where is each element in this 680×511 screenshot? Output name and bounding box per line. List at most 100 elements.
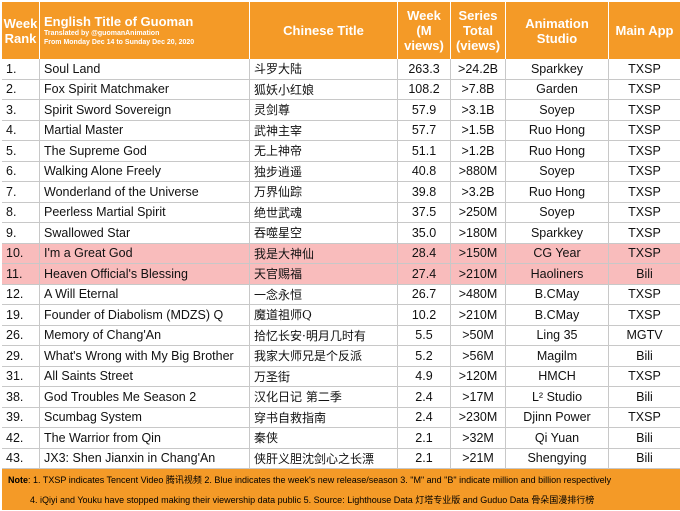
table-row: 7. Wonderland of the Universe 万界仙踪 39.8 >3.2… xyxy=(2,182,680,203)
cell-english-title: All Saints Street xyxy=(40,366,250,386)
table-row: 4. Martial Master 武神主宰 57.7 >1.5B Ruo Hong TXS… xyxy=(2,120,680,141)
cell-main-app: Bili xyxy=(636,389,653,404)
cell-english-title: Heaven Official's Blessing xyxy=(40,264,250,284)
cell-main-app: TXSP xyxy=(628,61,661,76)
table-row: 43. JX3: Shen Jianxin in Chang'An 侠肝义胆沈剑心之… xyxy=(2,448,680,469)
header-app: Main App xyxy=(615,23,674,38)
cell-series-total: >17M xyxy=(451,387,506,407)
cell-series-total: >120M xyxy=(451,366,506,386)
footnotes: Note: 1. TXSP indicates Tencent Video 腾讯… xyxy=(2,469,680,510)
cell-week-views: 5.2 xyxy=(398,346,451,366)
cell-series-total: >880M xyxy=(451,161,506,181)
cell-rank: 2. xyxy=(2,79,40,99)
cell-main-app: TXSP xyxy=(628,369,661,384)
cell-rank: 39. xyxy=(2,407,40,427)
cell-main-app: TXSP xyxy=(628,246,661,261)
cell-chinese-title: 绝世武魂 xyxy=(250,202,398,222)
cell-chinese-title: 万圣街 xyxy=(250,366,398,386)
cell-main-app: TXSP xyxy=(628,102,661,117)
cell-studio: Ruo Hong xyxy=(506,120,609,140)
cell-main-app: TXSP xyxy=(628,82,661,97)
cell-rank: 10. xyxy=(2,243,40,263)
cell-series-total: >180M xyxy=(451,223,506,243)
cell-studio: B.CMay xyxy=(506,305,609,325)
cell-studio: Djinn Power xyxy=(506,407,609,427)
cell-english-title: The Warrior from Qin xyxy=(40,428,250,448)
footnote-line-1: Note: 1. TXSP indicates Tencent Video 腾讯… xyxy=(8,474,611,486)
cell-week-views: 51.1 xyxy=(398,141,451,161)
cell-main-app: TXSP xyxy=(628,143,661,158)
cell-week-views: 35.0 xyxy=(398,223,451,243)
cell-rank: 3. xyxy=(2,100,40,120)
header-week: Week (M views) xyxy=(398,2,451,59)
cell-chinese-title: 灵剑尊 xyxy=(250,100,398,120)
cell-rank: 26. xyxy=(2,325,40,345)
cell-series-total: >210M xyxy=(451,305,506,325)
cell-main-app: TXSP xyxy=(628,205,661,220)
header-english: English Title of Guoman Translated by @g… xyxy=(40,2,250,59)
cell-series-total: >250M xyxy=(451,202,506,222)
cell-chinese-title: 无上神帝 xyxy=(250,141,398,161)
cell-english-title: Scumbag System xyxy=(40,407,250,427)
header-credit-translator: Translated by @guomanAnimation xyxy=(44,30,160,37)
cell-english-title: Martial Master xyxy=(40,120,250,140)
cell-studio: Ruo Hong xyxy=(506,141,609,161)
cell-studio: Ling 35 xyxy=(506,325,609,345)
cell-series-total: >3.1B xyxy=(451,100,506,120)
table-row: 29. What's Wrong with My Big Brother 我家大师兄… xyxy=(2,346,680,367)
cell-week-views: 40.8 xyxy=(398,161,451,181)
cell-chinese-title: 斗罗大陆 xyxy=(250,59,398,79)
cell-chinese-title: 侠肝义胆沈剑心之长漂 xyxy=(250,448,398,468)
cell-chinese-title: 狐妖小红娘 xyxy=(250,79,398,99)
cell-rank: 29. xyxy=(2,346,40,366)
cell-chinese-title: 我是大神仙 xyxy=(250,243,398,263)
cell-main-app: TXSP xyxy=(628,287,661,302)
cell-rank: 31. xyxy=(2,366,40,386)
cell-week-views: 5.5 xyxy=(398,325,451,345)
table-row: 26. Memory of Chang'An 拾忆长安·明月几时有 5.5 >50M Li… xyxy=(2,325,680,346)
cell-chinese-title: 天官赐福 xyxy=(250,264,398,284)
cell-chinese-title: 万界仙踪 xyxy=(250,182,398,202)
cell-series-total: >7.8B xyxy=(451,79,506,99)
cell-series-total: >480M xyxy=(451,284,506,304)
cell-rank: 42. xyxy=(2,428,40,448)
cell-english-title: Wonderland of the Universe xyxy=(40,182,250,202)
cell-week-views: 263.3 xyxy=(398,59,451,79)
cell-studio: Garden xyxy=(506,79,609,99)
cell-week-views: 108.2 xyxy=(398,79,451,99)
cell-english-title: Soul Land xyxy=(40,59,250,79)
cell-rank: 5. xyxy=(2,141,40,161)
cell-english-title: Swallowed Star xyxy=(40,223,250,243)
table-body: 1. Soul Land 斗罗大陆 263.3 >24.2B Sparkkey TXSP 2.… xyxy=(2,59,680,469)
cell-chinese-title: 一念永恒 xyxy=(250,284,398,304)
cell-week-views: 28.4 xyxy=(398,243,451,263)
cell-week-views: 4.9 xyxy=(398,366,451,386)
cell-main-app: TXSP xyxy=(628,307,661,322)
header-credit-dates: From Monday Dec 14 to Sunday Dec 20, 202… xyxy=(44,39,195,46)
cell-week-views: 57.9 xyxy=(398,100,451,120)
cell-week-views: 39.8 xyxy=(398,182,451,202)
cell-week-views: 10.2 xyxy=(398,305,451,325)
cell-english-title: A Will Eternal xyxy=(40,284,250,304)
cell-week-views: 2.4 xyxy=(398,387,451,407)
table-row: 9. Swallowed Star 吞噬星空 35.0 >180M Sparkkey TXS… xyxy=(2,223,680,244)
table-row: 42. The Warrior from Qin 秦侠 2.1 >32M Qi Yuan B… xyxy=(2,428,680,449)
table-row: 39. Scumbag System 穿书自救指南 2.4 >230M Djinn Pow… xyxy=(2,407,680,428)
cell-main-app: MGTV xyxy=(626,328,663,343)
cell-series-total: >24.2B xyxy=(451,59,506,79)
cell-rank: 38. xyxy=(2,387,40,407)
table-row: 6. Walking Alone Freely 独步逍遥 40.8 >880M Soyep… xyxy=(2,161,680,182)
cell-week-views: 2.4 xyxy=(398,407,451,427)
cell-chinese-title: 秦侠 xyxy=(250,428,398,448)
cell-chinese-title: 穿书自救指南 xyxy=(250,407,398,427)
cell-rank: 43. xyxy=(2,448,40,468)
cell-chinese-title: 独步逍遥 xyxy=(250,161,398,181)
cell-studio: B.CMay xyxy=(506,284,609,304)
cell-chinese-title: 汉化日记 第二季 xyxy=(250,387,398,407)
cell-series-total: >56M xyxy=(451,346,506,366)
cell-english-title: Fox Spirit Matchmaker xyxy=(40,79,250,99)
cell-rank: 4. xyxy=(2,120,40,140)
cell-week-views: 37.5 xyxy=(398,202,451,222)
cell-main-app: TXSP xyxy=(628,184,661,199)
cell-series-total: >21M xyxy=(451,448,506,468)
